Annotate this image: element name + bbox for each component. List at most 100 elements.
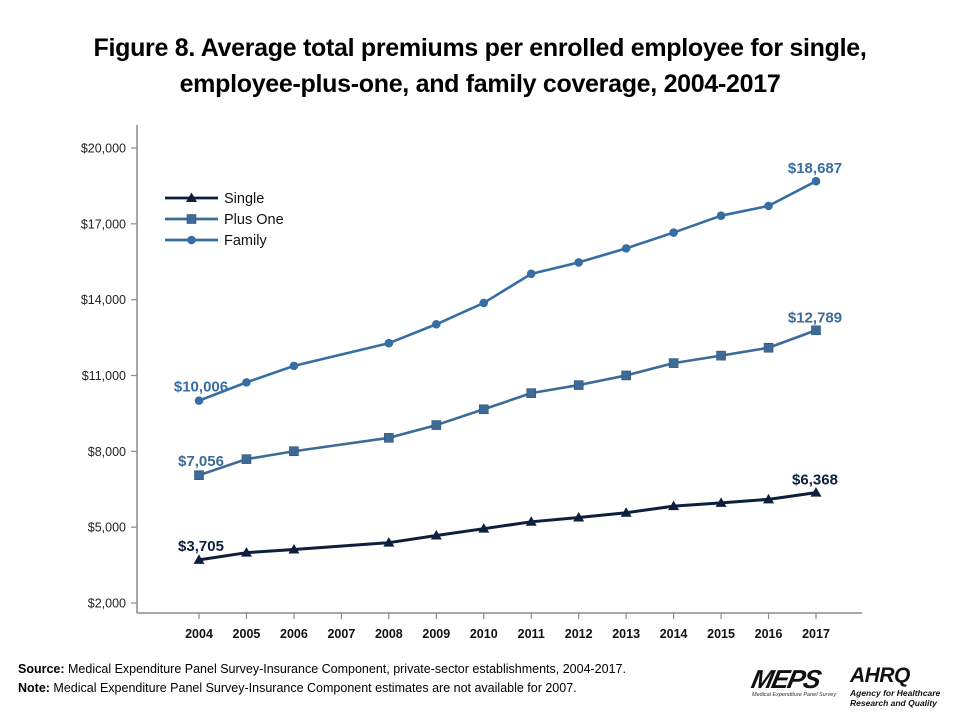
- data-point-family: [716, 211, 726, 220]
- data-point-family: [764, 201, 773, 211]
- meps-logo-subtitle: Medical Expenditure Panel Survey: [752, 692, 837, 698]
- x-tick-label: 2012: [565, 627, 593, 641]
- data-point-family: [669, 228, 678, 237]
- chart-title-line-2: employee-plus-one, and family coverage, …: [179, 70, 781, 98]
- x-tick-label: 2014: [660, 627, 688, 641]
- data-point-single: [430, 530, 442, 540]
- data-point-plus-one: [431, 420, 442, 430]
- data-point-plus-one: [763, 342, 774, 353]
- data-point-family: [479, 298, 489, 308]
- y-tick-label: $8,000: [88, 445, 126, 459]
- data-point-family: [621, 244, 631, 253]
- data-point-plus-one: [668, 358, 679, 368]
- legend-item-single: Single: [165, 191, 264, 207]
- data-point-plus-one: [716, 350, 726, 361]
- data-label-single-first: $3,705: [178, 538, 224, 555]
- x-tick-label: 2016: [755, 627, 783, 641]
- data-label-single-last: $6,368: [792, 472, 838, 489]
- data-label-family-last: $18,687: [788, 160, 842, 177]
- x-tick-label: 2006: [280, 627, 308, 641]
- data-point-family: [242, 378, 251, 387]
- data-point-single: [193, 554, 205, 564]
- x-ticks: 2004 2005 2006 2007 2008 2009 2010 2011 2012 2013…: [185, 613, 830, 641]
- y-tick-label: $5,000: [88, 521, 126, 535]
- data-label-plus-one-last: $12,789: [788, 309, 842, 326]
- note-text: Medical Expenditure Panel Survey-Insuran…: [49, 681, 577, 695]
- x-tick-label: 2011: [518, 627, 545, 641]
- data-point-single: [668, 500, 680, 511]
- ahrq-logo: AHRQ Agency for Healthcare Research and …: [850, 664, 950, 708]
- data-point-family: [432, 319, 441, 329]
- series-group: [193, 176, 822, 564]
- series-family: [194, 176, 821, 405]
- data-point-single: [715, 497, 727, 507]
- legend-item-family: Family: [165, 233, 267, 249]
- data-point-single: [620, 507, 632, 517]
- x-tick-label: 2004: [185, 627, 213, 641]
- x-tick-label: 2017: [802, 627, 830, 641]
- data-point-plus-one: [194, 470, 204, 480]
- x-tick-label: 2010: [470, 627, 498, 641]
- ahrq-logo-word: AHRQ: [850, 664, 910, 687]
- x-tick-label: 2013: [612, 627, 640, 641]
- data-point-single: [573, 511, 585, 522]
- source-line: Source: Medical Expenditure Panel Survey…: [18, 660, 626, 679]
- data-point-plus-one: [241, 454, 252, 464]
- legend-label: Single: [224, 191, 264, 207]
- data-point-plus-one: [573, 380, 584, 390]
- data-point-plus-one: [289, 446, 299, 457]
- data-labels: $3,705 $6,368 $7,056 $12,789 $10,006 $18,687: [174, 160, 842, 555]
- data-point-plus-one: [478, 404, 489, 415]
- data-label-family-first: $10,006: [174, 379, 228, 396]
- data-point-family: [194, 396, 204, 405]
- note-label: Note:: [18, 681, 50, 695]
- meps-logo: MEPS Medical Expenditure Panel Survey: [748, 664, 842, 698]
- data-point-family: [811, 176, 821, 186]
- x-tick-label: 2015: [707, 627, 735, 641]
- data-label-plus-one-first: $7,056: [178, 453, 224, 470]
- chart-title: Figure 8. Average total premiums per enr…: [0, 30, 960, 102]
- footer-notes: Source: Medical Expenditure Panel Survey…: [18, 660, 626, 698]
- x-tick-label: 2007: [327, 627, 355, 641]
- data-point-plus-one: [384, 433, 394, 443]
- y-tick-label: $2,000: [88, 597, 126, 611]
- data-point-single: [478, 523, 490, 533]
- data-point-single: [763, 493, 775, 504]
- legend-item-plus-one: Plus One: [165, 212, 284, 228]
- x-tick-label: 2009: [422, 627, 450, 641]
- data-point-family: [574, 258, 583, 267]
- y-tick-label: $11,000: [82, 369, 126, 383]
- logos: MEPS Medical Expenditure Panel Survey AH…: [748, 664, 952, 720]
- meps-logo-word: MEPS: [748, 664, 823, 694]
- source-label: Source:: [18, 662, 65, 676]
- data-point-family: [384, 338, 394, 348]
- legend-label: Family: [224, 233, 267, 249]
- data-point-plus-one: [621, 370, 631, 381]
- legend-marker-triangle-icon: [186, 192, 197, 202]
- y-ticks: $2,000 $5,000 $8,000 $11,000 $14,000 $17,000 $…: [81, 142, 137, 611]
- data-point-single: [383, 537, 395, 547]
- legend-marker-square-icon: [186, 214, 197, 224]
- legend: Single Plus One Family: [165, 191, 284, 249]
- source-text: Medical Expenditure Panel Survey-Insuran…: [64, 662, 626, 676]
- y-tick-label: $20,000: [81, 142, 126, 156]
- data-point-family: [526, 269, 536, 279]
- legend-marker-circle-icon: [187, 235, 196, 245]
- x-tick-label: 2008: [375, 627, 403, 641]
- ahrq-logo-subtitle-2: Research and Quality: [850, 698, 937, 708]
- data-point-single: [288, 543, 300, 554]
- data-point-single: [240, 547, 252, 557]
- note-line: Note: Medical Expenditure Panel Survey-I…: [18, 679, 626, 698]
- axes: $2,000 $5,000 $8,000 $11,000 $14,000 $17,000 $…: [81, 125, 862, 641]
- x-tick-label: 2005: [233, 627, 261, 641]
- ahrq-logo-subtitle-1: Agency for Healthcare: [850, 688, 941, 698]
- data-point-plus-one: [526, 388, 537, 398]
- legend-label: Plus One: [224, 212, 284, 228]
- y-tick-label: $14,000: [81, 293, 126, 307]
- data-point-single: [525, 516, 537, 526]
- chart-title-line-1: Figure 8. Average total premiums per enr…: [93, 34, 867, 62]
- data-point-family: [289, 361, 299, 371]
- y-tick-label: $17,000: [81, 217, 126, 231]
- data-point-plus-one: [811, 325, 821, 336]
